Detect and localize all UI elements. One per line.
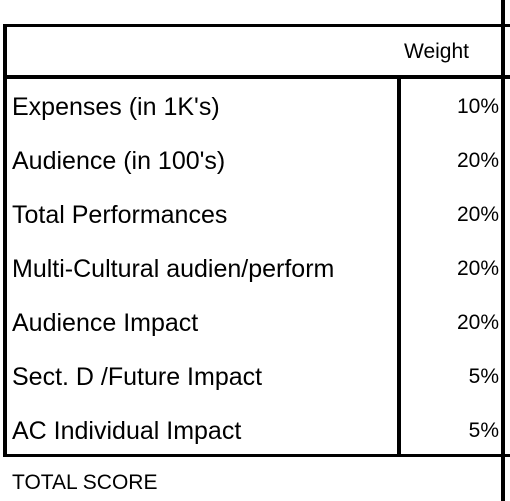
row-weight: 20%: [456, 149, 499, 172]
row-weight: 20%: [456, 203, 499, 226]
row-label: Audience (in 100's): [12, 147, 226, 175]
row-weight: 5%: [468, 419, 499, 442]
row-label: Multi-Cultural audien/perform: [12, 255, 335, 283]
row-weight: 5%: [468, 365, 499, 388]
left-border: [3, 24, 7, 457]
row-label: Expenses (in 1K's): [12, 93, 220, 121]
row-weight: 20%: [456, 257, 499, 280]
total-score-label: TOTAL SCORE: [12, 471, 158, 494]
row-weight: 20%: [456, 311, 499, 334]
header-divider: [3, 75, 510, 79]
column-divider: [397, 76, 401, 457]
footer-divider: [3, 454, 510, 457]
right-border: [501, 0, 505, 501]
row-label: Sect. D /Future Impact: [12, 363, 263, 391]
row-label: Audience Impact: [12, 309, 199, 337]
row-weight: 10%: [456, 95, 499, 118]
row-label: AC Individual Impact: [12, 417, 242, 445]
row-label: Total Performances: [12, 201, 228, 229]
top-border: [3, 24, 510, 27]
weight-column-header: Weight: [404, 40, 469, 63]
